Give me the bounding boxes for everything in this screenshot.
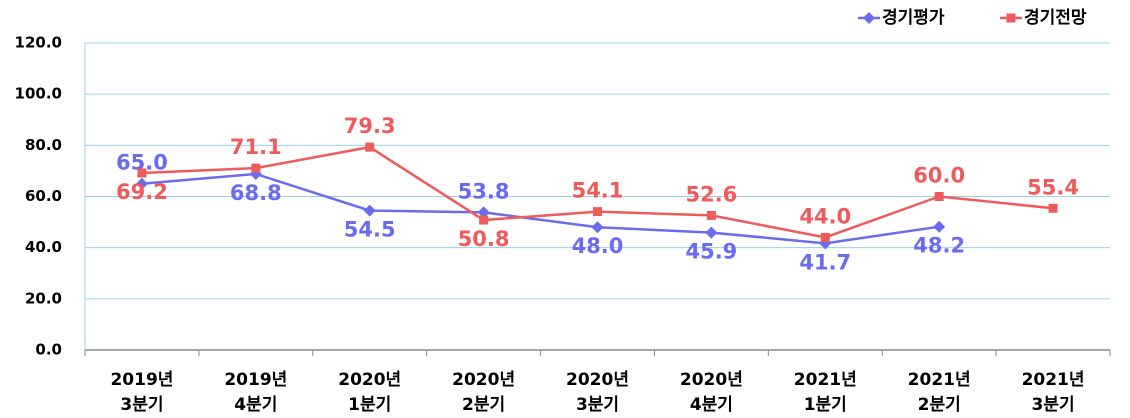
value-label: 79.3	[344, 114, 396, 138]
value-label: 71.1	[230, 135, 282, 159]
value-label: 54.5	[344, 218, 396, 242]
value-label: 48.0	[572, 234, 624, 258]
x-tick-label: 2분기	[918, 395, 961, 415]
legend-label: 경기평가	[882, 8, 945, 28]
value-label: 54.1	[572, 179, 624, 203]
value-label: 69.2	[116, 180, 168, 204]
value-label: 52.6	[685, 182, 737, 206]
x-tick-label: 2분기	[462, 395, 505, 415]
marker	[820, 232, 830, 242]
y-tick-label: 120.0	[15, 34, 62, 52]
marker	[593, 207, 602, 217]
y-tick-label: 60.0	[25, 187, 62, 205]
value-label: 50.8	[458, 227, 510, 251]
x-tick-label: 2021년	[1022, 370, 1085, 390]
marker	[363, 204, 376, 217]
y-tick-label: 0.0	[35, 341, 62, 359]
x-tick-label: 2020년	[680, 370, 743, 390]
value-label: 53.8	[458, 179, 510, 203]
marker	[135, 177, 148, 190]
x-tick-label: 2021년	[908, 370, 971, 390]
x-tick-label: 2019년	[224, 370, 287, 390]
marker	[1048, 203, 1058, 213]
value-label: 44.0	[799, 204, 851, 228]
marker	[591, 221, 604, 234]
marker	[137, 168, 147, 178]
marker	[251, 163, 261, 173]
marker	[477, 206, 490, 219]
x-tick-label: 3분기	[1032, 395, 1075, 415]
x-tick-label: 3분기	[576, 395, 619, 415]
x-tick-label: 4분기	[234, 395, 277, 415]
y-tick-label: 20.0	[25, 289, 62, 307]
x-tick-label: 2020년	[452, 370, 515, 390]
marker	[933, 220, 946, 233]
value-label: 68.8	[230, 181, 282, 205]
legend-marker	[1006, 13, 1016, 23]
x-tick-label: 1분기	[348, 395, 391, 415]
marker	[479, 215, 489, 225]
marker	[705, 226, 718, 239]
x-tick-label: 2019년	[110, 370, 173, 390]
legend-label: 경기전망	[1024, 8, 1087, 28]
marker	[706, 210, 716, 220]
x-tick-label: 2020년	[566, 370, 629, 390]
value-label: 60.0	[913, 164, 965, 188]
legend-marker	[863, 12, 875, 24]
x-tick-label: 3분기	[120, 395, 163, 415]
value-label: 48.2	[913, 234, 965, 258]
x-tick-label: 2020년	[338, 370, 401, 390]
value-label: 45.9	[685, 240, 737, 264]
x-tick-label: 2021년	[794, 370, 857, 390]
value-label: 41.7	[799, 250, 851, 274]
x-tick-label: 1분기	[804, 395, 847, 415]
y-tick-label: 40.0	[25, 238, 62, 256]
x-tick-label: 4분기	[690, 395, 733, 415]
y-tick-label: 80.0	[25, 136, 62, 154]
y-tick-label: 100.0	[15, 85, 62, 103]
marker	[934, 192, 944, 201]
value-label: 55.4	[1027, 175, 1079, 199]
marker	[365, 142, 375, 152]
series-line	[141, 172, 940, 245]
